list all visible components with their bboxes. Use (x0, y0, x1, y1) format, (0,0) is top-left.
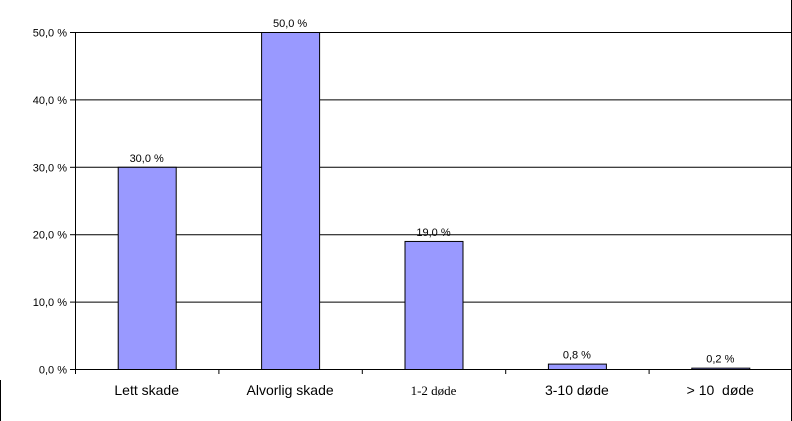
y-tick-label: 50,0 % (33, 28, 67, 40)
bar (404, 240, 464, 370)
y-tick-label: 30,0 % (33, 162, 67, 174)
y-tick-label: 10,0 % (33, 297, 67, 309)
data-label: 0,8 % (563, 350, 591, 362)
data-label: 0,2 % (706, 354, 734, 366)
bar (547, 363, 607, 371)
x-category-label: 3-10 døde (545, 382, 609, 398)
y-tick-label: 0,0 % (39, 365, 67, 377)
x-category-label: Lett skade (114, 382, 179, 398)
y-tick-label: 20,0 % (33, 230, 67, 242)
x-category-label: Alvorlig skade (247, 382, 334, 398)
data-label: 50,0 % (273, 18, 307, 30)
x-category-label: 1-2 døde (411, 383, 457, 398)
bar (117, 166, 177, 370)
y-tick-label: 40,0 % (33, 95, 67, 107)
x-category-label: > 10 døde (687, 382, 755, 398)
data-label: 19,0 % (416, 227, 450, 239)
bar (261, 32, 321, 370)
data-label: 30,0 % (130, 153, 164, 165)
